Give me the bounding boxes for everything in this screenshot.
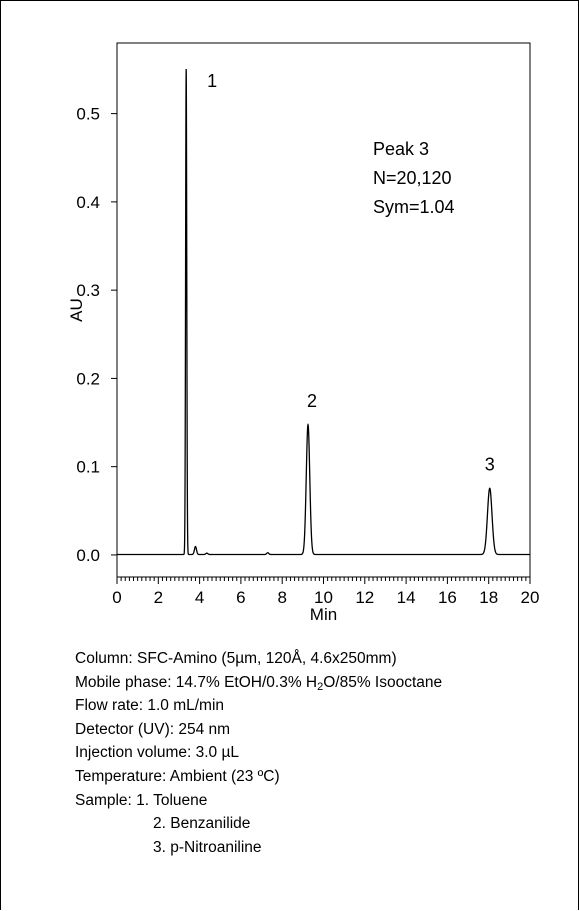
y-tick-label: 0.1 <box>76 458 100 477</box>
plot-area <box>116 42 531 578</box>
y-tick-label: 0.3 <box>76 281 100 300</box>
y-tick-label: 0.2 <box>76 369 100 388</box>
y-axis-ticks: 0.0 0.1 0.2 0.3 0.4 0.5 <box>76 105 117 565</box>
x-tick-label: 6 <box>236 588 245 607</box>
x-axis-title: Min <box>310 605 337 624</box>
peak-labels: 1 2 3 <box>207 71 495 475</box>
chromatogram-chart: 0 2 4 6 8 10 12 14 16 18 20 0.00.10.20.30.40.5 123… <box>67 42 539 624</box>
x-tick-label: 20 <box>521 588 540 607</box>
peak-3-annotation: Peak 3 N=20,120 Sym=1.04 <box>373 139 455 217</box>
sample-info: Sample: 1. Toluene <box>75 791 208 809</box>
x-tick-label: 4 <box>195 588 204 607</box>
mobile-phase-text-end: O/85% Isooctane <box>323 673 443 691</box>
series-line <box>117 69 530 556</box>
injection-info: Injection volume: 3.0 µL <box>75 744 240 762</box>
mobile-phase-subscript: 2 <box>317 680 324 693</box>
x-tick-label: 12 <box>355 588 374 607</box>
y-axis-title: AU <box>67 298 86 322</box>
y-tick-label: 0.5 <box>76 105 100 124</box>
mobile-phase-text: Mobile phase: 14.7% EtOH/0.3% H <box>75 673 318 691</box>
plot-box <box>116 42 531 578</box>
flow-rate-info: Flow rate: 1.0 mL/min <box>75 697 225 715</box>
peak-label: 2 <box>307 391 317 411</box>
annotation-line-2: N=20,120 <box>373 168 452 188</box>
x-tick-label: 14 <box>397 588 416 607</box>
detector-info: Detector (UV): 254 nm <box>75 720 231 738</box>
x-axis-ticks: 0 2 4 6 8 10 12 14 16 18 20 <box>112 577 539 607</box>
peak-label: 3 <box>485 455 495 475</box>
x-tick-label: 8 <box>277 588 286 607</box>
peak-label: 1 <box>207 71 217 91</box>
annotation-line-1: Peak 3 <box>373 139 429 159</box>
x-tick-label: 0 <box>112 588 121 607</box>
annotation-line-3: Sym=1.04 <box>373 197 455 217</box>
y-tick-label: 0.0 <box>76 546 100 565</box>
x-tick-label: 16 <box>438 588 457 607</box>
sample-3-info: 3. p-Nitroaniline <box>153 838 262 856</box>
sample-2-info: 2. Benzanilide <box>153 815 251 833</box>
column-info: Column: SFC-Amino (5µm, 120Å, 4.6x250mm) <box>75 650 397 667</box>
temperature-info: Temperature: Ambient (23 ºC) <box>75 767 280 785</box>
x-tick-label: 10 <box>314 588 333 607</box>
x-tick-label: 18 <box>479 588 498 607</box>
y-tick-label: 0.4 <box>76 193 100 212</box>
mobile-phase-info: Mobile phase: 14.7% EtOH/0.3% H2O/85% Is… <box>75 671 442 695</box>
x-tick-label: 2 <box>154 588 163 607</box>
method-conditions: Column: SFC-Amino (5µm, 120Å, 4.6x250mm)… <box>75 647 442 859</box>
